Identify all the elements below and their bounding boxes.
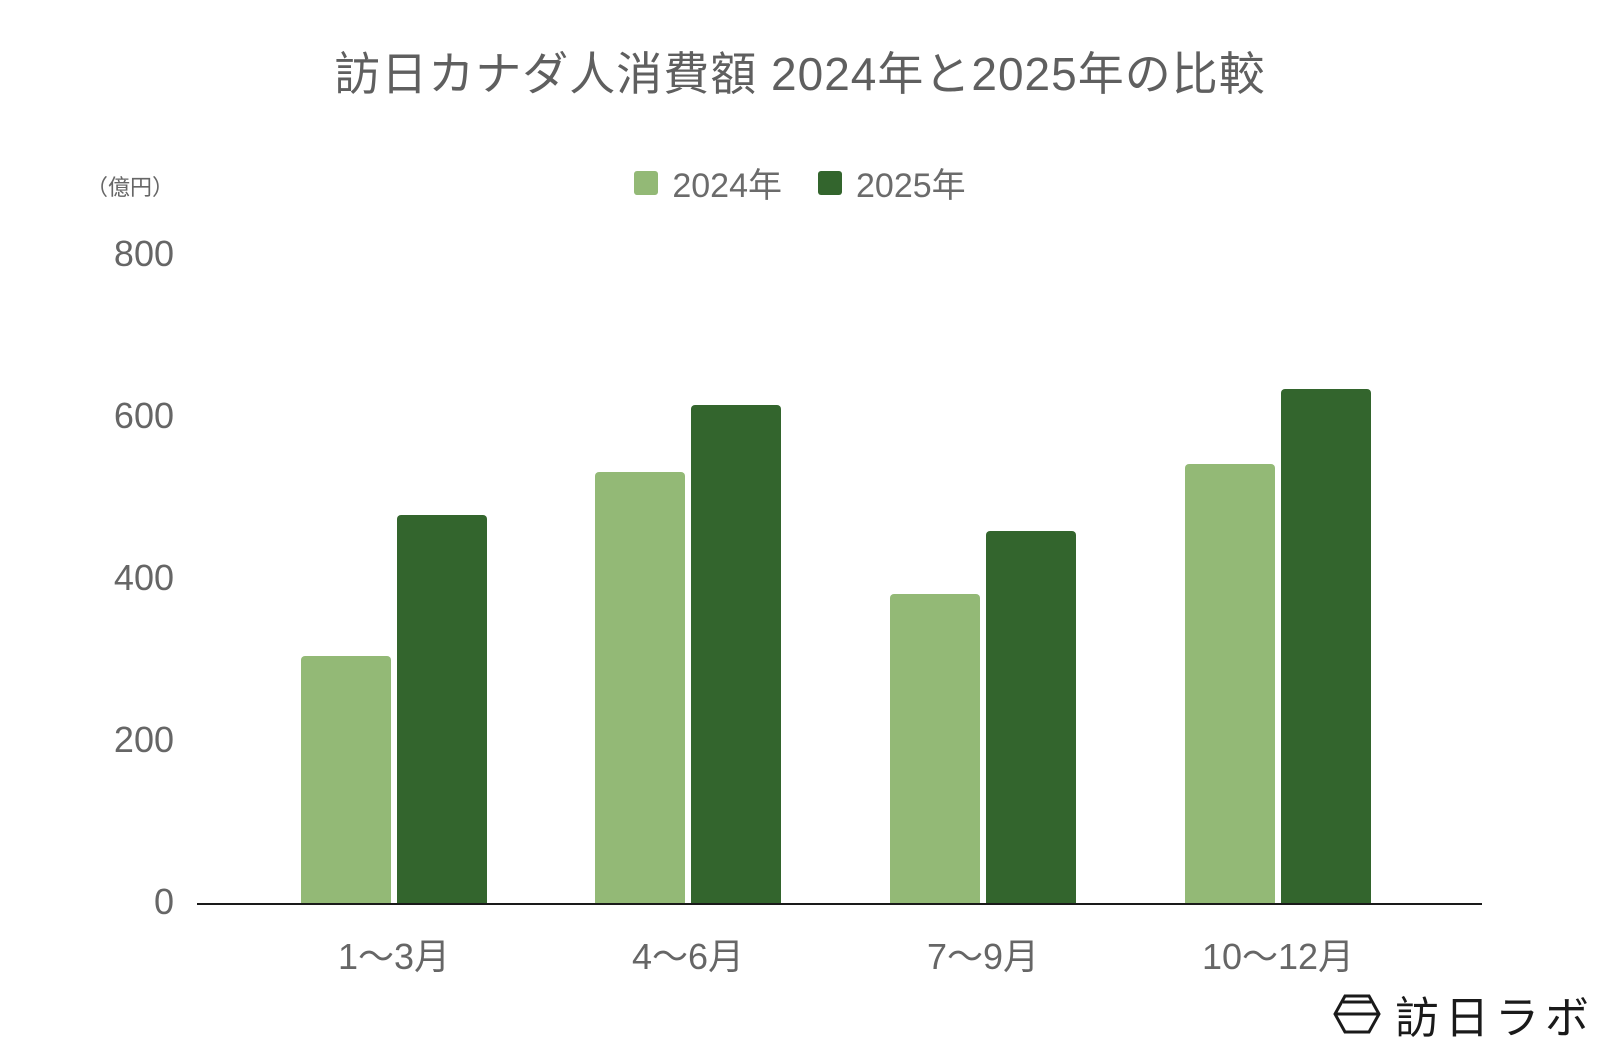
y-tick-200: 200 <box>113 719 174 760</box>
x-label-q2: 4〜6月 <box>631 936 745 977</box>
legend-swatch-2024 <box>634 170 659 195</box>
legend-swatch-2025 <box>818 170 842 195</box>
y-axis-unit-label: （億円） <box>86 175 175 200</box>
legend-label-2025: 2025年 <box>856 167 966 205</box>
x-label-q3: 7〜9月 <box>926 936 1040 977</box>
x-label-q4: 10〜12月 <box>1201 936 1355 977</box>
hexagon-logo-icon <box>1333 994 1381 1034</box>
bar-2024-2 <box>595 472 685 903</box>
x-axis-baseline <box>197 903 1482 905</box>
y-tick-0: 0 <box>153 881 174 922</box>
bar-2024-4 <box>1185 463 1275 903</box>
y-tick-400: 400 <box>113 557 174 598</box>
bar-2025-3 <box>986 531 1076 903</box>
x-label-q1: 1〜3月 <box>337 936 451 977</box>
legend-label-2024: 2024年 <box>672 167 782 205</box>
legend: 2024年 2025年 <box>0 158 1600 207</box>
chart-title: 訪日カナダ人消費額 2024年と2025年の比較 <box>334 48 1266 100</box>
bar-2025-2 <box>691 404 781 903</box>
legend-item-2025: 2025年 <box>818 158 966 207</box>
bar-2024-3 <box>890 594 980 903</box>
bar-2025-4 <box>1281 388 1371 903</box>
brand-logo-text: 訪日ラボ <box>1395 994 1595 1043</box>
bar-2024-1 <box>301 655 391 903</box>
y-tick-800: 800 <box>113 233 174 274</box>
bar-2025-1 <box>397 515 487 903</box>
brand-logo: 訪日ラボ <box>1333 982 1595 1046</box>
y-tick-600: 600 <box>113 395 174 436</box>
legend-item-2024: 2024年 <box>634 158 782 207</box>
